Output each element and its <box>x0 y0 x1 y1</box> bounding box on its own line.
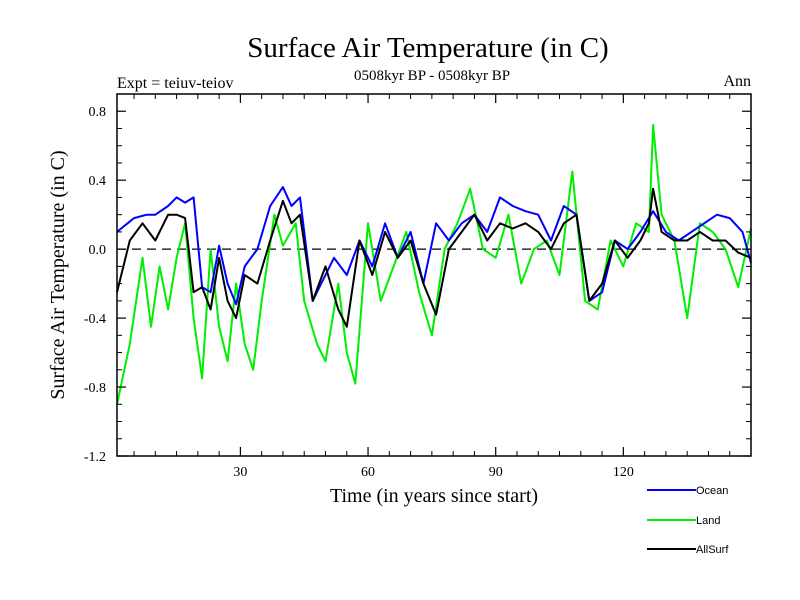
legend: Ocean Land AllSurf <box>647 485 729 556</box>
y-tick-label: -0.4 <box>84 312 106 327</box>
y-tick-label: 0.0 <box>89 243 107 258</box>
x-tick-labels: 30 60 90 120 <box>233 465 633 480</box>
y-axis-label: Surface Air Temperature (in C) <box>47 150 69 399</box>
plot-frame <box>116 93 752 457</box>
series-line-land <box>116 124 752 405</box>
y-tick-label: -1.2 <box>84 450 106 465</box>
chart-title: Surface Air Temperature (in C) <box>247 32 608 64</box>
series-line-allsurf <box>116 187 752 328</box>
y-tick-label: 0.8 <box>89 105 107 120</box>
subtitle-period: 0508kyr BP - 0508kyr BP <box>354 68 510 84</box>
y-tick-label: -0.8 <box>84 381 106 396</box>
x-axis-label: Time (in years since start) <box>330 485 538 507</box>
plot-area <box>116 93 752 457</box>
subtitle-season: Ann <box>723 73 751 90</box>
y-tick-labels: -1.2 -0.8 -0.4 0.0 0.4 0.8 <box>84 105 106 465</box>
x-tick-label: 60 <box>361 465 375 480</box>
subtitle-expt: Expt = teiuv-teiov <box>117 75 234 92</box>
y-tick-label: 0.4 <box>89 174 107 189</box>
legend-label-allsurf: AllSurf <box>696 544 729 556</box>
x-tick-label: 90 <box>489 465 503 480</box>
legend-label-land: Land <box>696 515 720 527</box>
series-line-ocean <box>116 186 752 306</box>
x-tick-label: 120 <box>613 465 634 480</box>
x-tick-label: 30 <box>233 465 247 480</box>
legend-label-ocean: Ocean <box>696 485 728 497</box>
